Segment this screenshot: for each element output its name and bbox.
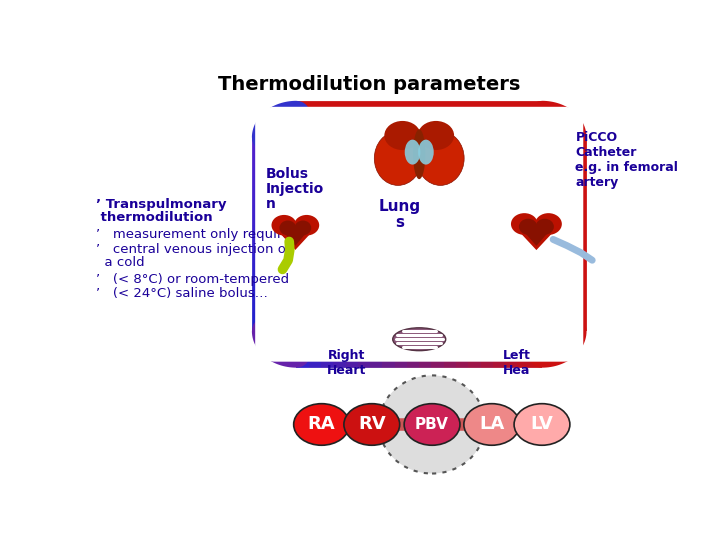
Text: PBV: PBV bbox=[415, 417, 449, 432]
Ellipse shape bbox=[294, 215, 319, 235]
Polygon shape bbox=[521, 227, 552, 246]
Ellipse shape bbox=[379, 375, 485, 474]
Ellipse shape bbox=[536, 219, 554, 235]
Circle shape bbox=[404, 404, 460, 446]
Text: ’   central venous injection of: ’ central venous injection of bbox=[96, 243, 290, 256]
Ellipse shape bbox=[279, 220, 296, 235]
Text: thermodilution: thermodilution bbox=[96, 211, 212, 224]
Ellipse shape bbox=[417, 131, 464, 185]
Text: ’   (< 24°C) saline bolus…: ’ (< 24°C) saline bolus… bbox=[96, 287, 267, 300]
Text: Bolus
Injectio
n: Bolus Injectio n bbox=[266, 167, 324, 211]
Ellipse shape bbox=[384, 121, 420, 150]
Text: Thermodilution parameters: Thermodilution parameters bbox=[218, 75, 520, 94]
Text: Right
Heart: Right Heart bbox=[327, 349, 366, 377]
Ellipse shape bbox=[374, 131, 422, 185]
Text: RA: RA bbox=[307, 415, 336, 434]
Ellipse shape bbox=[405, 140, 420, 165]
Text: a cold: a cold bbox=[96, 256, 144, 269]
Text: Left
Hea: Left Hea bbox=[503, 349, 531, 377]
Text: EVL
W*: EVL W* bbox=[420, 382, 444, 402]
Text: Lung
s: Lung s bbox=[379, 199, 420, 230]
Ellipse shape bbox=[511, 213, 538, 235]
Polygon shape bbox=[274, 226, 317, 250]
Circle shape bbox=[294, 404, 349, 446]
Ellipse shape bbox=[519, 219, 537, 235]
Text: PiCCO
Catheter
e.g. in femoral
artery: PiCCO Catheter e.g. in femoral artery bbox=[575, 131, 678, 190]
Text: EVL
W*: EVL W* bbox=[420, 448, 444, 468]
Ellipse shape bbox=[392, 328, 446, 350]
Text: ’   measurement only requires: ’ measurement only requires bbox=[96, 228, 297, 241]
Text: ’   (< 8°C) or room-tempered: ’ (< 8°C) or room-tempered bbox=[96, 273, 289, 286]
Text: ’ Transpulmonary: ’ Transpulmonary bbox=[96, 198, 226, 211]
Text: LV: LV bbox=[531, 415, 554, 434]
Circle shape bbox=[464, 404, 520, 446]
Text: RV: RV bbox=[358, 415, 386, 434]
FancyBboxPatch shape bbox=[255, 107, 583, 362]
Circle shape bbox=[344, 404, 400, 446]
Polygon shape bbox=[281, 229, 310, 246]
Ellipse shape bbox=[418, 121, 454, 150]
Ellipse shape bbox=[418, 140, 433, 165]
Ellipse shape bbox=[271, 215, 297, 235]
Ellipse shape bbox=[413, 129, 426, 179]
Ellipse shape bbox=[535, 213, 562, 235]
Polygon shape bbox=[513, 225, 559, 250]
Circle shape bbox=[514, 404, 570, 446]
Ellipse shape bbox=[294, 220, 311, 235]
Text: LA: LA bbox=[479, 415, 505, 434]
